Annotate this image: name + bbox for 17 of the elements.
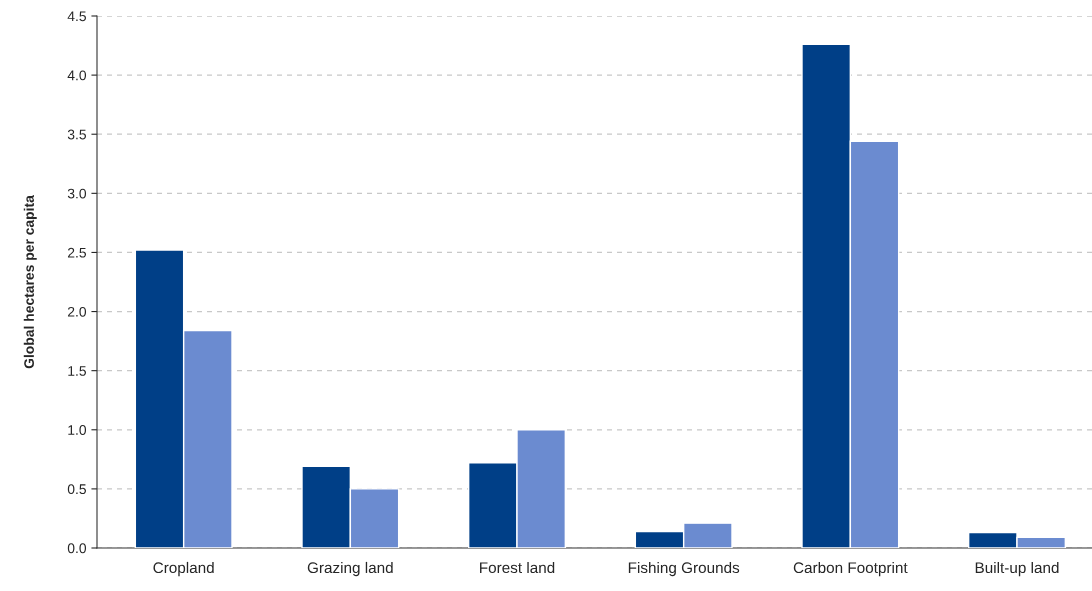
y-tick-label: 2.0 <box>67 306 87 317</box>
y-tick-label: 0.5 <box>67 484 86 495</box>
x-tick-label: Carbon Footprint <box>793 561 908 577</box>
x-tick-label: Fishing Grounds <box>628 561 740 577</box>
y-tick-label: 1.5 <box>68 366 86 376</box>
y-axis-title: Global hectares per capita <box>23 195 37 369</box>
y-tick-label: 4.5 <box>67 11 86 22</box>
x-tick-label: Built-up land <box>975 561 1059 577</box>
y-tick-label: 0.0 <box>67 543 87 554</box>
x-tick-label: Cropland <box>153 561 214 577</box>
x-tick-label: Forest land <box>480 561 555 574</box>
y-tick-label: 1.0 <box>68 425 87 435</box>
x-tick-label: Grazing land <box>307 561 393 577</box>
y-tick-label: 3.0 <box>67 188 87 199</box>
y-tick-label: 2.5 <box>67 247 86 258</box>
y-tick-label: 4.0 <box>67 70 87 81</box>
y-tick-label: 3.5 <box>67 129 86 140</box>
